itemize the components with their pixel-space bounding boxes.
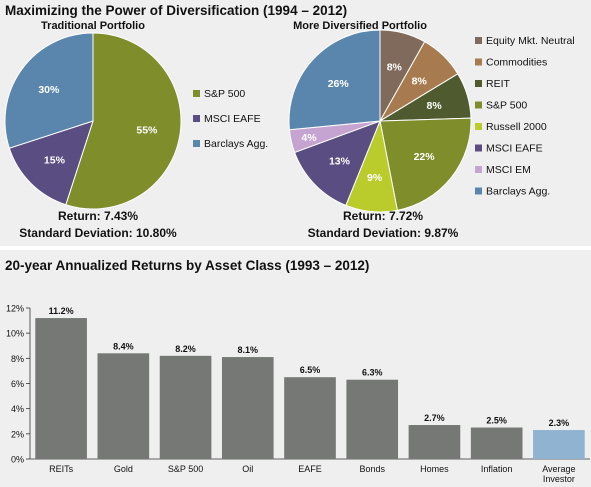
portfolio-std-dev: Standard Deviation: 10.80% <box>19 226 177 240</box>
pie-slice-msci-eafe <box>8 120 94 206</box>
legend-swatch-msci-eafe <box>475 144 482 152</box>
x-tick-label-line: S&P 500 <box>168 464 203 474</box>
pie-slice-sp-500 <box>65 32 182 210</box>
asset-class-returns-panel: 20-year Annualized Returns by Asset Clas… <box>0 250 591 487</box>
x-tick-label-line: Average <box>542 464 575 474</box>
legend-swatch-equity-mkt-neutral <box>475 37 482 44</box>
x-tick-label-average-investor: Average Investor <box>542 464 575 484</box>
pie-slice-label: 8% <box>426 100 442 112</box>
legend-swatch-sp-500 <box>475 101 482 109</box>
bar-homes <box>408 425 461 459</box>
legend-label-sp-500: S&P 500 <box>204 88 245 100</box>
bar-value-label: 11.2% <box>49 306 74 316</box>
x-tick-label-oil: Oil <box>242 464 253 474</box>
legend-swatch-msci-em <box>475 166 482 173</box>
pie-slice-label: 4% <box>301 132 317 144</box>
x-tick-label-line: Gold <box>114 464 133 474</box>
pie-more-diversified-portfolio: More Diversified Portfolio 8% 8% 8% 22% 9% 13%… <box>288 20 575 240</box>
x-tick-label-line: Oil <box>242 464 253 474</box>
bar-value-label: 2.7% <box>424 413 445 423</box>
asset-class-returns-chart: 20-year Annualized Returns by Asset Clas… <box>5 258 590 484</box>
y-tick-label: 0% <box>11 455 24 465</box>
x-tick-label-gold: Gold <box>114 464 133 474</box>
pie-slice-label: 8% <box>387 61 403 73</box>
diversification-panel: Maximizing the Power of Diversification … <box>0 0 591 246</box>
x-tick-label-line: Homes <box>420 464 449 474</box>
legend-label-barclays-agg: Barclays Agg. <box>486 186 550 198</box>
y-tick-label: 2% <box>11 429 24 439</box>
legend-label-sp-500: S&P 500 <box>486 100 527 112</box>
y-tick-label: 10% <box>6 329 24 339</box>
x-tick-label-inflation: Inflation <box>481 464 513 474</box>
x-tick-label-sp-500: S&P 500 <box>168 464 203 474</box>
legend-label-russell-2000: Russell 2000 <box>486 121 547 133</box>
x-tick-label-eafe: EAFE <box>298 464 322 474</box>
bar-value-label: 6.3% <box>362 368 383 378</box>
x-tick-label-line: Inflation <box>481 464 513 474</box>
pie-slice-label: 26% <box>328 78 350 90</box>
pie-slice-msci-eafe <box>293 120 381 207</box>
pie-slice-label: 8% <box>412 75 428 87</box>
pie-slice-sp-500 <box>379 117 472 211</box>
legend-label-msci-eafe: MSCI EAFE <box>486 143 543 155</box>
pie-slice-label: 13% <box>329 155 351 167</box>
bar-gold <box>97 353 150 459</box>
pie-slice-label: 9% <box>367 172 383 184</box>
bar-value-label: 2.3% <box>549 418 570 428</box>
bar-sp-500 <box>159 355 212 459</box>
legend-label-equity-mkt-neutral: Equity Mkt. Neutral <box>486 35 575 47</box>
pie-title: More Diversified Portfolio <box>293 20 427 32</box>
pie-slice-label: 30% <box>38 84 60 96</box>
legend-swatch-russell-2000 <box>475 123 482 130</box>
pie-slice-label: 22% <box>414 151 436 163</box>
x-tick-label-line: REITs <box>49 464 74 474</box>
legend-swatch-barclays-agg <box>193 140 200 147</box>
x-tick-label-line: EAFE <box>298 464 322 474</box>
legend-label-msci-eafe: MSCI EAFE <box>204 113 261 125</box>
x-tick-label-line: Investor <box>543 474 575 484</box>
bar-oil <box>221 357 274 459</box>
bar-chart-title: 20-year Annualized Returns by Asset Clas… <box>5 258 369 273</box>
bar-eafe <box>284 377 336 459</box>
x-tick-label-reits: REITs <box>49 464 74 474</box>
legend-swatch-barclays-agg <box>475 187 482 195</box>
x-tick-label-homes: Homes <box>420 464 449 474</box>
legend-label-msci-em: MSCI EM <box>486 164 531 176</box>
portfolio-return: Return: 7.43% <box>58 209 138 223</box>
legend-swatch-sp-500 <box>193 90 200 97</box>
pie-slice-barclays-agg <box>288 29 381 131</box>
portfolio-std-dev: Standard Deviation: 9.87% <box>308 226 459 240</box>
bar-inflation <box>470 427 523 459</box>
portfolio-return: Return: 7.72% <box>343 209 423 223</box>
bar-value-label: 8.2% <box>175 344 196 354</box>
legend-label-reit: REIT <box>486 78 511 90</box>
diversification-chart: Maximizing the Power of Diversification … <box>4 3 575 240</box>
bar-value-label: 8.1% <box>238 345 259 355</box>
pie-slice-label: 55% <box>136 125 158 137</box>
legend-swatch-reit <box>475 80 482 87</box>
bar-value-label: 8.4% <box>113 341 134 351</box>
legend-label-barclays-agg: Barclays Agg. <box>204 138 268 150</box>
page-title: Maximizing the Power of Diversification … <box>5 3 347 18</box>
bar-value-label: 2.5% <box>486 416 507 426</box>
bar-reits <box>35 318 87 459</box>
y-tick-label: 4% <box>11 404 24 414</box>
legend-swatch-msci-eafe <box>193 115 200 122</box>
legend-label-commodities: Commodities <box>486 57 547 69</box>
y-tick-label: 8% <box>11 354 24 364</box>
y-tick-label: 12% <box>6 304 24 314</box>
x-tick-label-bonds: Bonds <box>359 464 385 474</box>
y-tick-label: 6% <box>11 379 24 389</box>
bar-value-label: 6.5% <box>300 365 321 375</box>
pie-slice-label: 15% <box>44 155 66 167</box>
pie-slice-barclays-agg <box>4 32 94 149</box>
pie-title: Traditional Portfolio <box>41 20 145 32</box>
pie-traditional-portfolio: Traditional Portfolio 55% 15% 30% S&P 500 MSC… <box>4 20 268 240</box>
x-tick-label-line: Bonds <box>359 464 385 474</box>
bar-average-investor <box>533 430 585 459</box>
bar-bonds <box>346 379 399 459</box>
legend-swatch-commodities <box>475 58 482 66</box>
